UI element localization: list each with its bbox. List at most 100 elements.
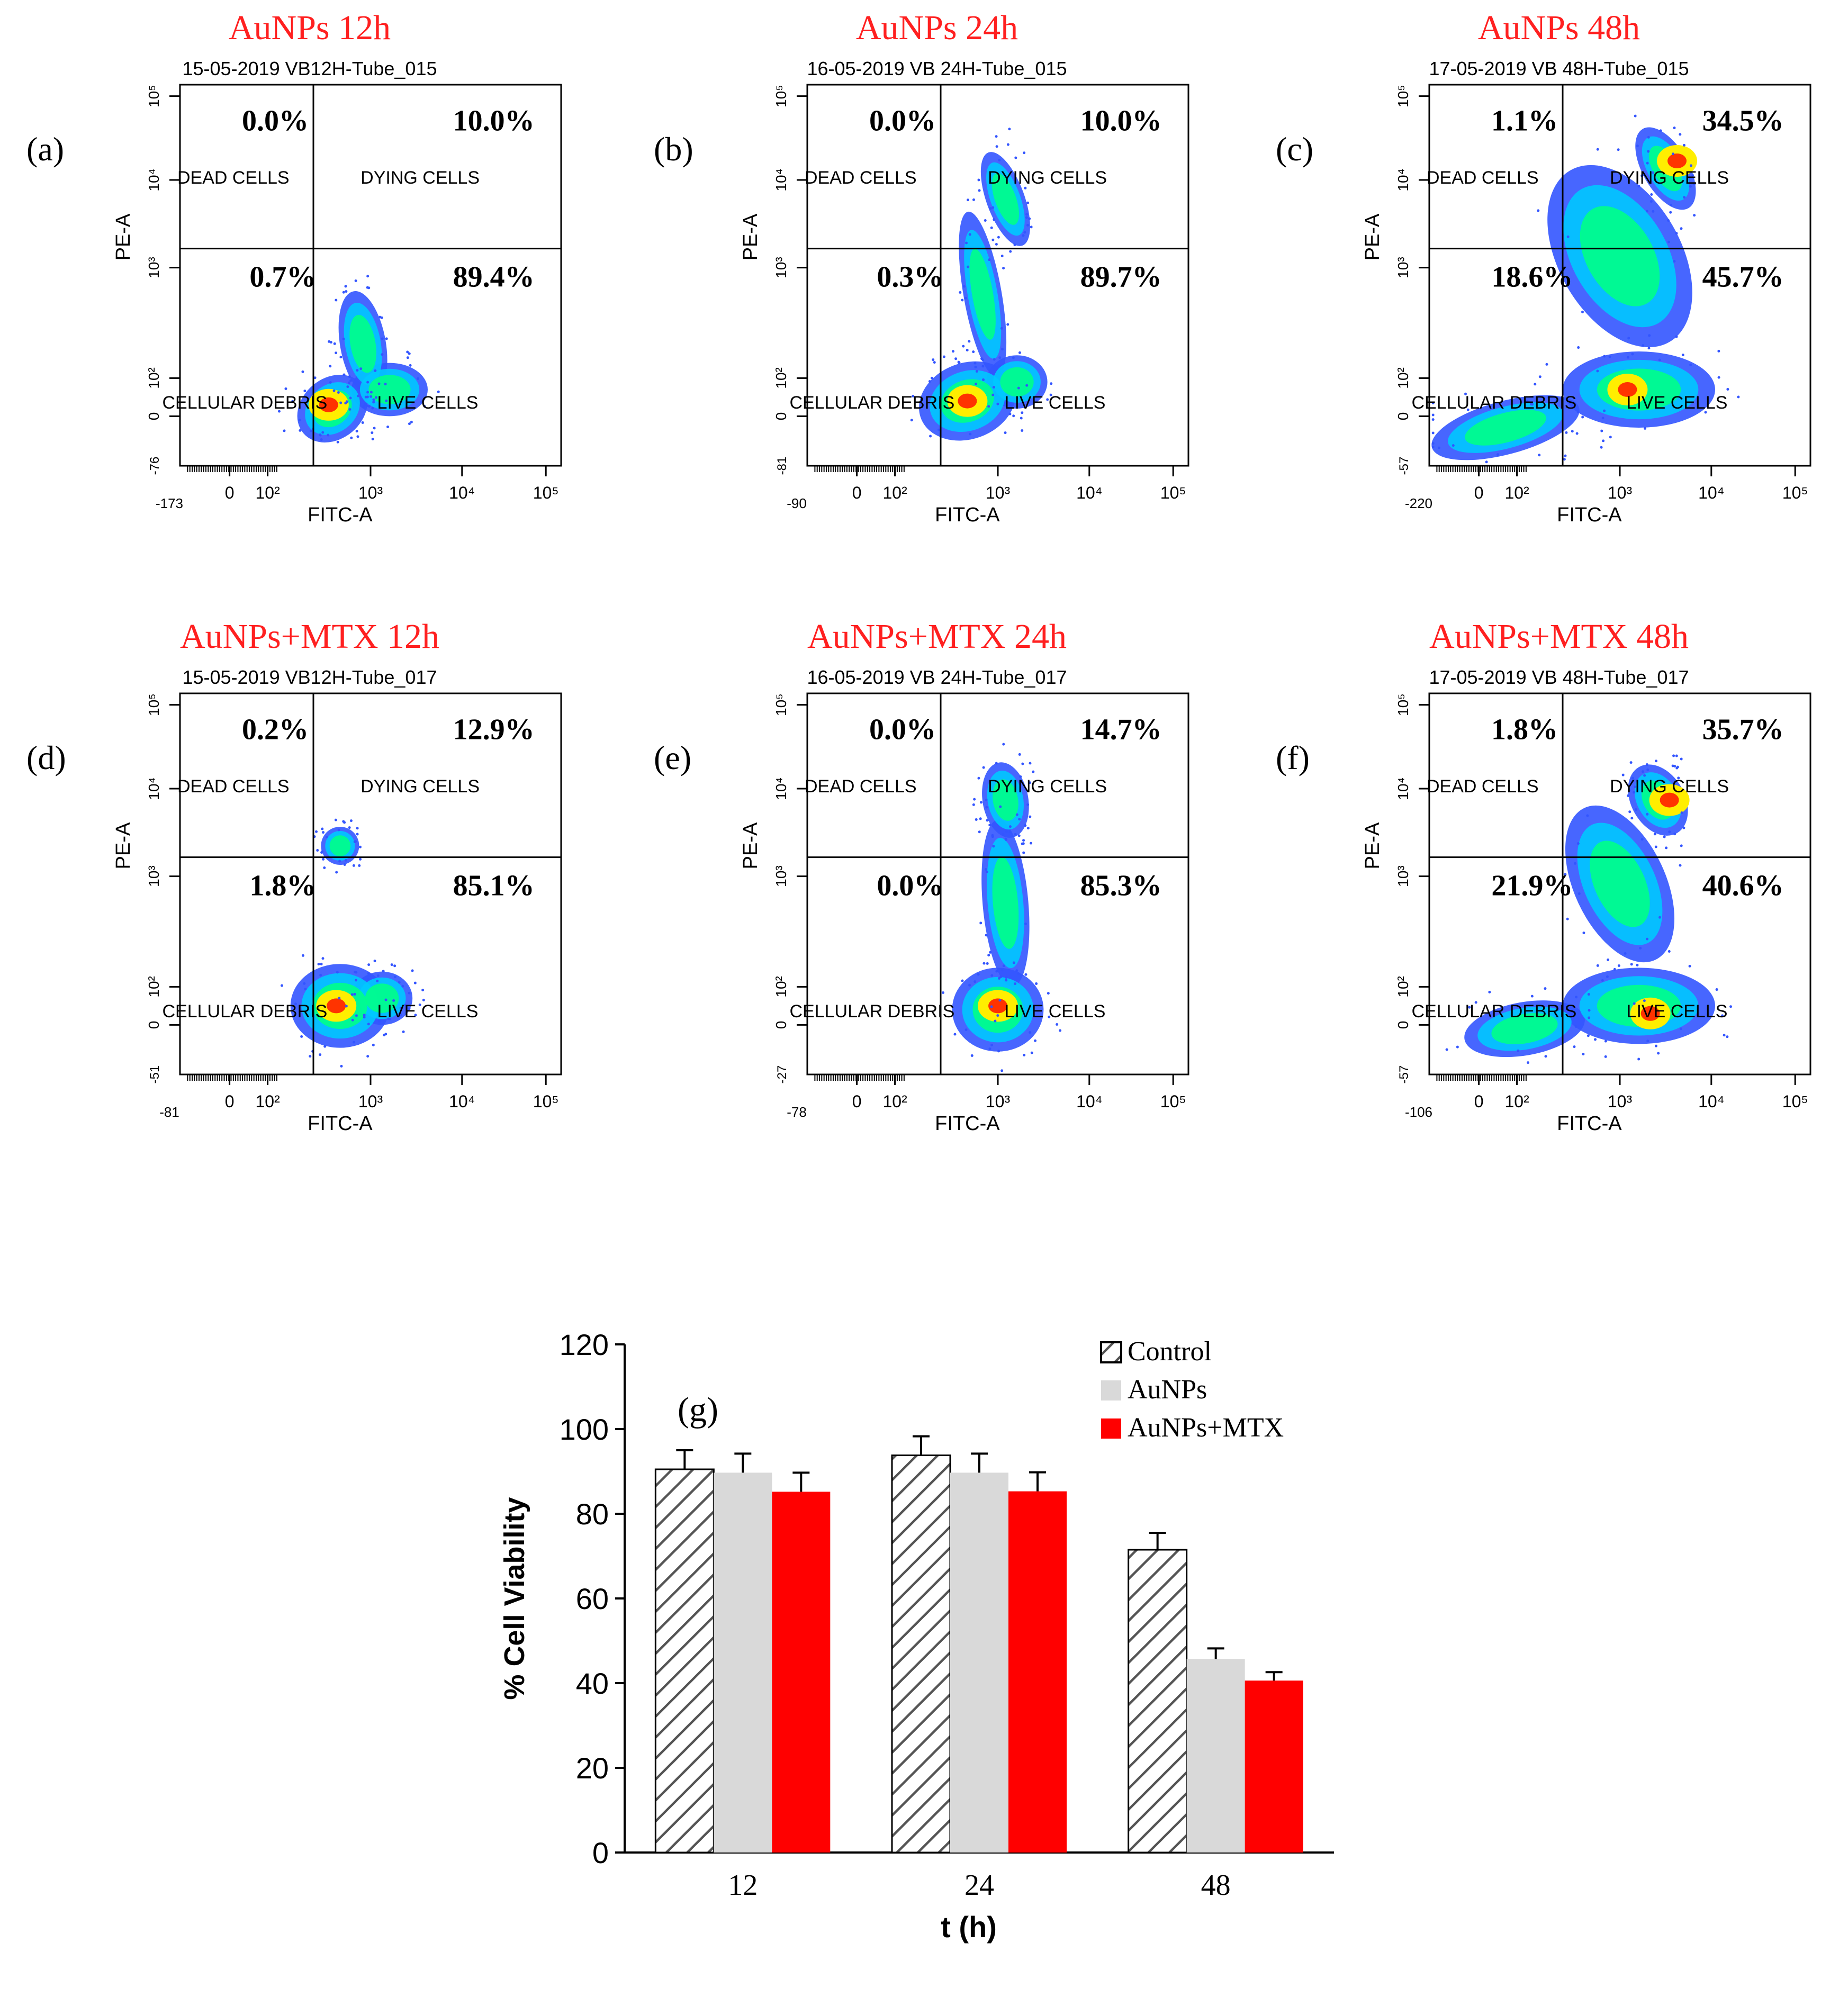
quadrant-percent-q2: 14.7% xyxy=(1080,713,1162,746)
event-dot xyxy=(371,438,374,441)
event-dot xyxy=(1002,964,1005,968)
y-axis-min-label: -51 xyxy=(148,1065,162,1084)
x-tick-label: 10³ xyxy=(358,483,383,502)
event-dot xyxy=(998,356,1002,359)
density-region xyxy=(1580,206,1660,306)
event-dot xyxy=(954,357,958,360)
event-dot xyxy=(359,857,362,861)
panel-letter: (f) xyxy=(1276,739,1310,776)
event-dot xyxy=(1012,356,1015,359)
event-dot xyxy=(1672,152,1675,156)
event-dot xyxy=(1653,833,1656,836)
panel-letter: (c) xyxy=(1276,130,1314,168)
x-tick-label: 0 xyxy=(852,483,862,502)
event-dot xyxy=(1005,979,1008,982)
event-dot xyxy=(1658,358,1661,362)
event-dot xyxy=(1012,961,1015,964)
legend-swatch xyxy=(1101,1380,1121,1400)
event-dot xyxy=(1646,1040,1649,1043)
event-dot xyxy=(998,159,1001,162)
quadrant-name-q4: LIVE CELLS xyxy=(1627,1001,1728,1022)
event-dot xyxy=(1675,232,1678,235)
event-dot xyxy=(1654,845,1657,848)
x-tick-label: 10⁴ xyxy=(1076,483,1102,502)
event-dot xyxy=(1004,837,1007,841)
event-dot xyxy=(323,866,326,869)
legend-label: AuNPs+MTX xyxy=(1128,1413,1284,1443)
event-dot xyxy=(1601,979,1604,982)
event-dot xyxy=(1517,1049,1520,1052)
event-dot xyxy=(1488,990,1491,993)
panel-letter: (a) xyxy=(26,130,65,168)
event-dot xyxy=(1014,982,1017,986)
y-tick-label: 10⁴ xyxy=(773,168,789,191)
event-dot xyxy=(1000,969,1004,972)
event-dot xyxy=(1485,460,1488,464)
event-dot xyxy=(999,805,1002,808)
density-region xyxy=(365,983,399,1013)
event-dot xyxy=(1655,760,1658,763)
y-tick-label: 10³ xyxy=(773,865,789,887)
event-dot xyxy=(335,299,338,302)
tube-label: 15-05-2019 VB12H-Tube_015 xyxy=(182,58,437,79)
event-dot xyxy=(1646,161,1649,165)
event-dot xyxy=(1563,397,1566,400)
event-dot xyxy=(342,337,345,340)
event-dot xyxy=(366,391,369,394)
bar-aunps-mtx-24 xyxy=(1008,1491,1067,1853)
event-dot xyxy=(335,871,338,874)
event-dot xyxy=(363,1016,366,1019)
event-dot xyxy=(1665,846,1668,850)
event-dot xyxy=(1022,842,1025,845)
event-dot xyxy=(986,819,989,822)
event-dot xyxy=(1496,453,1499,456)
event-dot xyxy=(1029,762,1032,765)
event-dot xyxy=(329,365,332,368)
event-dot xyxy=(972,350,975,354)
quadrant-name-q4: LIVE CELLS xyxy=(377,393,479,413)
event-dot xyxy=(1689,164,1692,167)
event-dot xyxy=(1046,398,1049,401)
event-dot xyxy=(986,962,989,965)
quadrant-percent-q1: 1.8% xyxy=(1491,713,1558,746)
event-dot xyxy=(978,830,981,834)
event-dot xyxy=(390,963,393,966)
event-dot xyxy=(408,1007,411,1010)
y-tick-label: 10² xyxy=(1395,976,1411,997)
y-tick-label: 10⁵ xyxy=(1395,85,1411,107)
flow-panel: AuNPs 48h 17-05-2019 VB 48H-Tube_015 (c) 1.… xyxy=(1276,11,1837,540)
quadrant-name-q3: CELLULAR DEBRIS xyxy=(1412,1001,1577,1022)
quadrant-percent-q3: 0.7% xyxy=(249,261,316,294)
event-dot xyxy=(366,381,369,384)
event-dot xyxy=(355,1014,358,1017)
quadrant-name-q4: LIVE CELLS xyxy=(1005,1001,1106,1022)
event-dot xyxy=(995,242,998,246)
event-dot xyxy=(364,395,367,399)
event-dot xyxy=(1604,1040,1607,1043)
event-dot xyxy=(932,358,935,362)
event-dot xyxy=(988,258,991,261)
tube-label: 17-05-2019 VB 48H-Tube_017 xyxy=(1429,666,1689,688)
y-tick-label: 10² xyxy=(773,367,789,388)
event-dot xyxy=(1627,337,1630,340)
event-dot xyxy=(979,801,982,804)
event-dot xyxy=(1008,412,1012,415)
event-dot xyxy=(303,390,307,393)
event-dot xyxy=(1723,1034,1726,1037)
event-dot xyxy=(385,337,388,340)
event-dot xyxy=(1529,403,1533,406)
event-dot xyxy=(974,365,977,368)
event-dot xyxy=(1049,393,1052,396)
event-dot xyxy=(321,827,324,830)
y-tick-label: 10⁵ xyxy=(1395,693,1411,716)
quadrant-name-q3: CELLULAR DEBRIS xyxy=(163,393,328,413)
event-dot xyxy=(961,979,964,982)
panel-title: AuNPs 24h xyxy=(855,8,1018,47)
event-dot xyxy=(1018,351,1021,354)
y-tick-label: 10³ xyxy=(146,257,162,278)
event-dot xyxy=(968,340,971,343)
density-region xyxy=(1000,367,1034,397)
event-dot xyxy=(298,419,301,422)
event-dot xyxy=(1581,310,1584,313)
quadrant-percent-q4: 89.7% xyxy=(1080,261,1162,294)
